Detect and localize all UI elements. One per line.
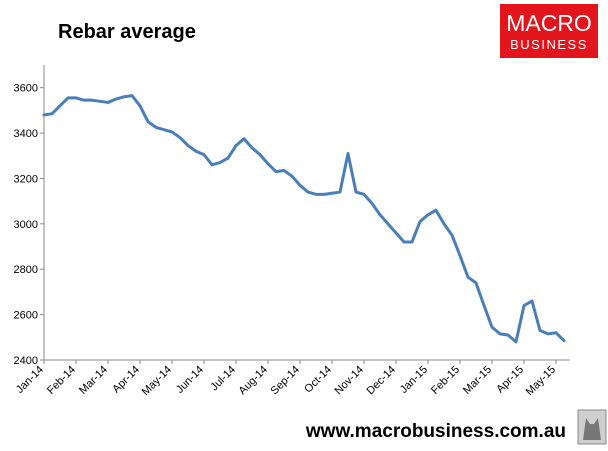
x-tick-label: Apr-15 bbox=[494, 364, 526, 396]
x-tick-label: Jun-14 bbox=[174, 364, 206, 396]
x-tick-label: Jan-14 bbox=[14, 364, 46, 396]
x-tick-label: Feb-14 bbox=[45, 364, 78, 397]
x-tick-label: Mar-14 bbox=[77, 364, 110, 397]
y-tick-label: 2400 bbox=[14, 355, 38, 367]
logo-line1: MACRO bbox=[506, 10, 592, 36]
wolf-icon bbox=[577, 409, 607, 445]
x-tick-label: Oct-14 bbox=[302, 364, 334, 396]
y-tick-label: 3600 bbox=[14, 83, 38, 95]
x-tick-label: Aug-14 bbox=[237, 364, 271, 398]
logo-box bbox=[500, 4, 598, 58]
footer: www.macrobusiness.com.au bbox=[305, 421, 566, 442]
x-tick-label: May-14 bbox=[140, 364, 174, 398]
chart-title: Rebar average bbox=[58, 21, 196, 43]
logo-line2: BUSINESS bbox=[510, 37, 588, 52]
y-tick-label: 3200 bbox=[14, 173, 38, 185]
x-tick-label: Jul-14 bbox=[208, 364, 238, 394]
y-tick-label: 3000 bbox=[14, 219, 38, 231]
logo: MACRO BUSINESS bbox=[500, 4, 598, 58]
y-tick-label: 3400 bbox=[14, 128, 38, 140]
x-tick-label: Sep-14 bbox=[269, 364, 303, 398]
x-tick-label: Apr-14 bbox=[110, 364, 142, 396]
x-tick-label: Nov-14 bbox=[333, 364, 367, 398]
x-tick-label: Feb-15 bbox=[429, 364, 462, 397]
data-line bbox=[42, 94, 566, 344]
x-tick-label: Dec-14 bbox=[365, 364, 399, 398]
y-tick-label: 2600 bbox=[14, 310, 38, 322]
y-tick-label: 2800 bbox=[14, 264, 38, 276]
x-tick-label: Mar-15 bbox=[461, 364, 494, 397]
x-tick-label: May-15 bbox=[524, 364, 558, 398]
x-tick-label: Jan-15 bbox=[398, 364, 430, 396]
icon-shape bbox=[583, 418, 601, 440]
